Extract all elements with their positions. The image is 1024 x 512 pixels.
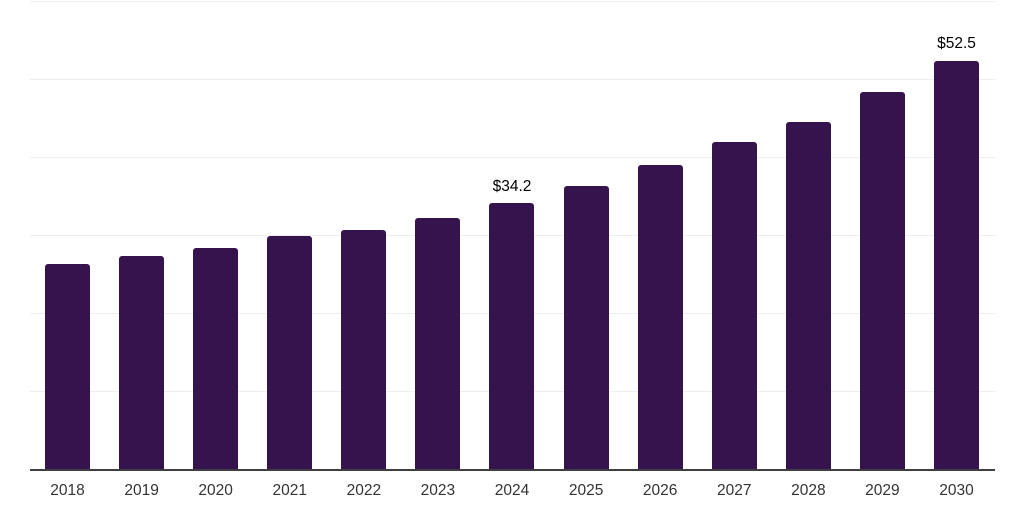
x-tick-label-2018: 2018 [50,482,85,499]
x-tick-label-2028: 2028 [791,482,826,499]
bar-2018 [45,264,90,470]
bar-2023 [415,218,461,470]
bar-value-label-2030: $52.5 [937,35,976,52]
plot-area: $34.2 $52.5 [30,1,995,470]
bar-2019 [119,255,165,470]
x-axis-tick-labels: 2018 2019 2020 2021 2022 2023 2024 2025 2026 2027… [0,483,1024,503]
gridline-50 [30,79,995,80]
x-tick-label-2025: 2025 [568,482,604,499]
bar-2025 [563,186,609,470]
x-tick-label-2023: 2023 [420,482,456,499]
x-tick-label-2027: 2027 [716,482,752,499]
bar-2029 [859,91,905,470]
bar-2024 [489,203,535,470]
x-tick-label-2022: 2022 [346,482,382,499]
bar-2027 [711,141,757,470]
x-tick-label-2019: 2019 [124,482,159,499]
bar-2021 [267,236,313,470]
bar-value-label-2024: $34.2 [492,177,532,195]
bar-2020 [193,247,239,470]
x-tick-label-2029: 2029 [865,482,900,499]
bar-2026 [637,165,683,470]
x-tick-label-2020: 2020 [198,482,233,499]
x-tick-label-2024: 2024 [494,482,530,499]
x-tick-label-2030: 2030 [939,482,974,499]
bar-2028 [785,122,831,470]
gridline-60 [30,1,995,2]
bar-2030 [933,60,979,470]
gridline-40 [30,157,995,158]
x-tick-label-2026: 2026 [642,482,678,499]
bar-2022 [341,229,387,470]
x-axis-line [30,469,995,471]
x-tick-label-2021: 2021 [272,482,307,499]
